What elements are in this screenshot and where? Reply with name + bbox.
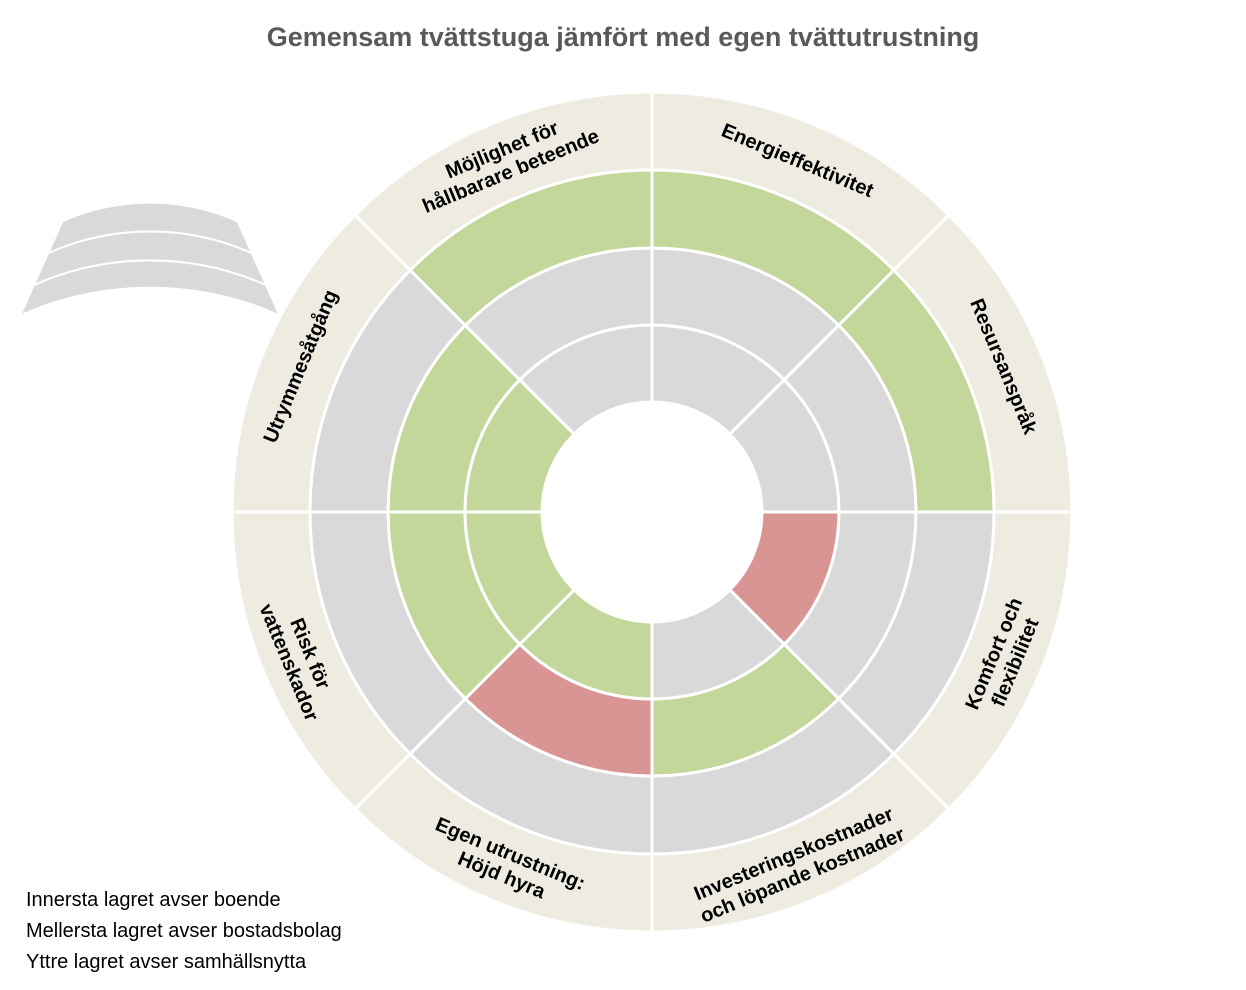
segment-outer-7 bbox=[408, 168, 654, 328]
segments-layer bbox=[230, 90, 1074, 934]
legend-line-outer: Yttre lagret avser samhällsnytta bbox=[26, 951, 307, 973]
legend-line-middle: Mellersta lagret avser bostadsbolag bbox=[26, 920, 342, 942]
center-hole bbox=[543, 403, 761, 621]
legend-icon-layer-2 bbox=[18, 259, 282, 318]
legend-line-inner: Innersta lagret avser boende bbox=[26, 889, 281, 911]
chart-title: Gemensam tvättstuga jämfört med egen tvä… bbox=[266, 22, 980, 52]
legend: Innersta lagret avser boende Mellersta l… bbox=[26, 885, 342, 978]
legend-icon bbox=[18, 201, 282, 318]
